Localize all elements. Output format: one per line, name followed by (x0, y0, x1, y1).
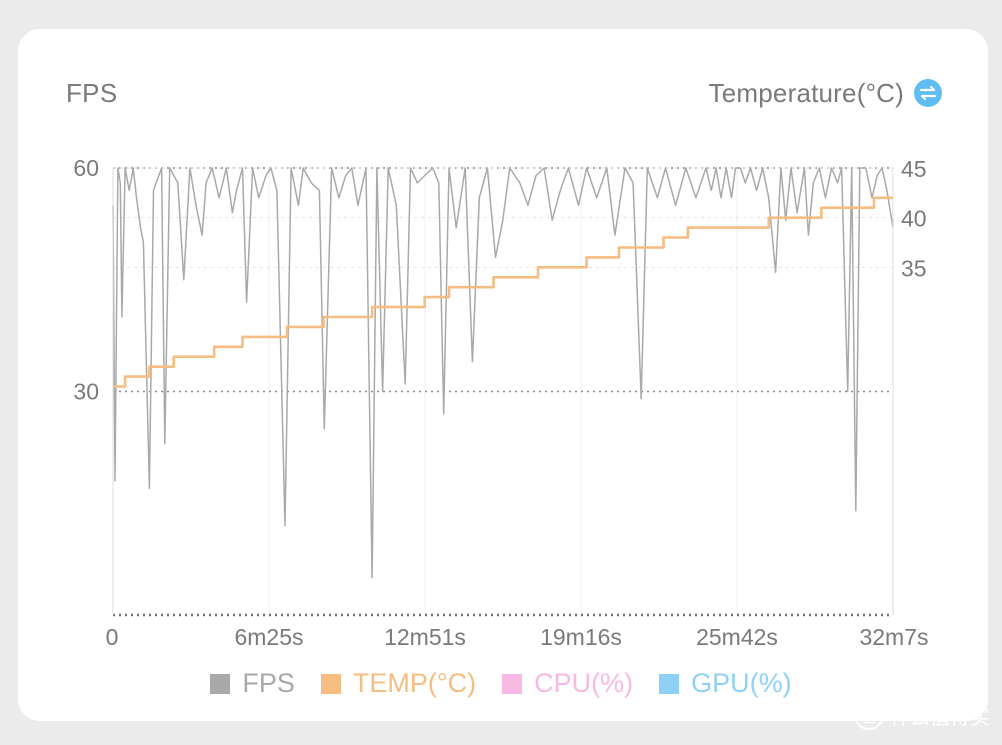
legend-item-gpu[interactable]: GPU(%) (659, 668, 792, 699)
fps-series (112, 167, 894, 579)
right-axis-tick-label: 40 (901, 206, 927, 232)
watermark-text: 什么值得买 (890, 704, 990, 729)
x-axis-tick-label: 12m51s (384, 624, 466, 650)
chart-legend: FPS TEMP(°C) CPU(%) GPU(%) (0, 668, 1002, 699)
legend-label-temp: TEMP(°C) (352, 668, 477, 698)
x-axis-tick-label: 25m42s (696, 624, 778, 650)
x-axis-tick-label: 32m7s (859, 624, 928, 650)
temp-series (113, 196, 893, 388)
left-axis-tick-label: 30 (73, 379, 99, 405)
legend-swatch-fps (210, 673, 231, 694)
legend-item-fps[interactable]: FPS (210, 668, 295, 699)
fps-line (112, 167, 894, 579)
chart-axes: 60 30 45 40 35 0 6m25s 12m51s 19m16s 25m42s 32m7s (73, 155, 928, 650)
chart-card (18, 29, 988, 721)
legend-swatch-cpu (502, 673, 523, 694)
watermark: 值 什么值得买 (854, 700, 990, 730)
right-axis-tick-label: 35 (901, 255, 927, 281)
legend-swatch-gpu (659, 673, 680, 694)
legend-label-fps: FPS (242, 668, 295, 698)
left-axis-title: FPS (66, 78, 118, 108)
legend-item-temp[interactable]: TEMP(°C) (320, 668, 477, 699)
x-axis-tick-label: 19m16s (540, 624, 622, 650)
x-axis-tick-label: 0 (106, 624, 119, 650)
left-axis-tick-label: 60 (73, 155, 99, 181)
temp-line (113, 196, 893, 388)
right-axis-tick-label: 45 (901, 156, 927, 182)
legend-swatch-temp (320, 673, 341, 694)
legend-label-gpu: GPU(%) (691, 668, 792, 698)
x-axis-tick-label: 6m25s (234, 624, 303, 650)
swap-arrows-icon[interactable] (914, 79, 942, 107)
right-axis-title: Temperature(°C) (708, 78, 904, 108)
chart-grid (112, 167, 894, 615)
watermark-badge-icon: 值 (854, 700, 884, 730)
legend-item-cpu[interactable]: CPU(%) (502, 668, 633, 699)
legend-label-cpu: CPU(%) (534, 668, 634, 698)
